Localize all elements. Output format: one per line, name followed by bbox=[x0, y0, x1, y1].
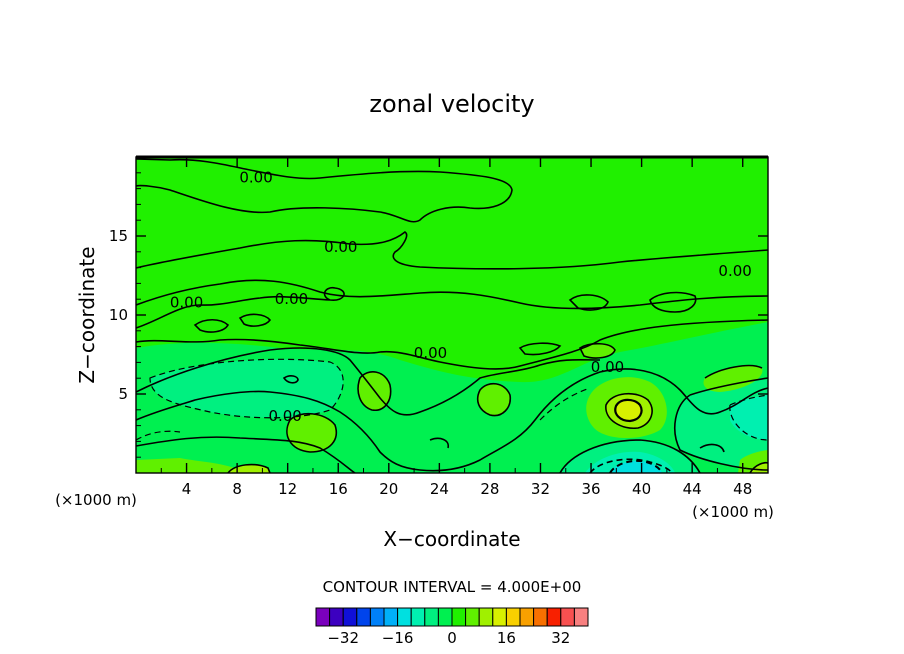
contour-lines bbox=[136, 158, 768, 473]
contour-label: 0.00 bbox=[591, 358, 624, 376]
colorbar-swatch bbox=[533, 607, 548, 627]
contour-label: 0.00 bbox=[324, 238, 357, 256]
colorbar-tick-label: 0 bbox=[447, 629, 457, 647]
colorbar-swatch bbox=[560, 607, 575, 627]
colorbar-swatch bbox=[505, 607, 521, 627]
x-tick-label: 16 bbox=[329, 480, 348, 498]
colorbar-swatch bbox=[342, 607, 358, 627]
colorbar-swatch bbox=[356, 607, 371, 627]
chart-title: zonal velocity bbox=[369, 90, 534, 118]
x-tick-label: 44 bbox=[683, 480, 702, 498]
y-tick-label: 15 bbox=[109, 227, 128, 245]
colorbar-swatch bbox=[492, 607, 507, 627]
colorbar-swatch bbox=[573, 607, 589, 627]
colorbar-swatch bbox=[465, 607, 480, 627]
colorbar-swatch bbox=[410, 607, 426, 627]
field-negative-region-left bbox=[150, 359, 344, 418]
contour-label: 0.00 bbox=[718, 262, 751, 280]
x-tick-label: 20 bbox=[379, 480, 398, 498]
colorbar-tick-label: −16 bbox=[382, 629, 414, 647]
contour-lines-negative bbox=[136, 358, 768, 473]
colorbar-swatch bbox=[369, 607, 385, 627]
x-tick-label: 36 bbox=[581, 480, 600, 498]
colorbar-tick-label: −32 bbox=[327, 629, 359, 647]
x-tick-label: 8 bbox=[232, 480, 242, 498]
x-axis-label: X−coordinate bbox=[383, 527, 520, 551]
colorbar-swatch bbox=[315, 607, 331, 627]
colorbar-tick-label: 32 bbox=[551, 629, 570, 647]
field-positive-region-6 bbox=[580, 343, 615, 358]
x-units-left: (×1000 m) bbox=[55, 491, 137, 509]
x-tick-label: 40 bbox=[632, 480, 651, 498]
plot-area: 0.00 0.00 0.00 0.00 0.00 0.00 0.00 0.00 bbox=[136, 157, 768, 473]
field-negative-region-edge bbox=[730, 395, 768, 440]
colorbar-swatch bbox=[397, 607, 412, 627]
y-tick-label: 5 bbox=[118, 385, 128, 403]
contour-label: 0.00 bbox=[239, 169, 272, 187]
x-tick-label: 12 bbox=[278, 480, 297, 498]
x-tick-label: 32 bbox=[531, 480, 550, 498]
colorbar-swatch bbox=[329, 607, 344, 627]
colorbar bbox=[315, 607, 589, 627]
x-tick-label: 48 bbox=[733, 480, 752, 498]
x-tick-label: 4 bbox=[182, 480, 192, 498]
contour-label: 0.00 bbox=[414, 344, 447, 362]
y-tick-label: 10 bbox=[109, 306, 128, 324]
colorbar-swatch bbox=[424, 607, 439, 627]
contour-interval-text: CONTOUR INTERVAL = 4.000E+00 bbox=[323, 578, 582, 596]
contour-labels: 0.00 0.00 0.00 0.00 0.00 0.00 0.00 0.00 bbox=[170, 169, 752, 426]
contour-label: 0.00 bbox=[275, 290, 308, 308]
y-axis: 5 10 15 bbox=[109, 172, 768, 458]
x-axis: 4 8 12 16 20 24 28 32 36 40 44 48 bbox=[160, 157, 752, 498]
contour-label: 0.00 bbox=[268, 407, 301, 425]
colorbar-swatch bbox=[478, 607, 494, 627]
x-units-right: (×1000 m) bbox=[692, 503, 774, 521]
field-positive-region-3 bbox=[477, 383, 511, 416]
colorbar-swatch bbox=[546, 607, 562, 627]
colorbar-swatch bbox=[437, 607, 453, 627]
colorbar-swatch bbox=[451, 607, 467, 627]
field-max-core bbox=[615, 399, 642, 421]
x-tick-label: 28 bbox=[480, 480, 499, 498]
colorbar-swatch bbox=[519, 607, 535, 627]
colorbar-ticks: −32 −16 0 16 32 bbox=[327, 629, 570, 647]
colorbar-swatch bbox=[383, 607, 399, 627]
field-positive-region-7 bbox=[136, 458, 240, 473]
y-axis-label: Z−coordinate bbox=[75, 246, 99, 383]
colorbar-tick-label: 16 bbox=[497, 629, 516, 647]
contour-label: 0.00 bbox=[170, 293, 203, 311]
x-tick-label: 24 bbox=[430, 480, 449, 498]
